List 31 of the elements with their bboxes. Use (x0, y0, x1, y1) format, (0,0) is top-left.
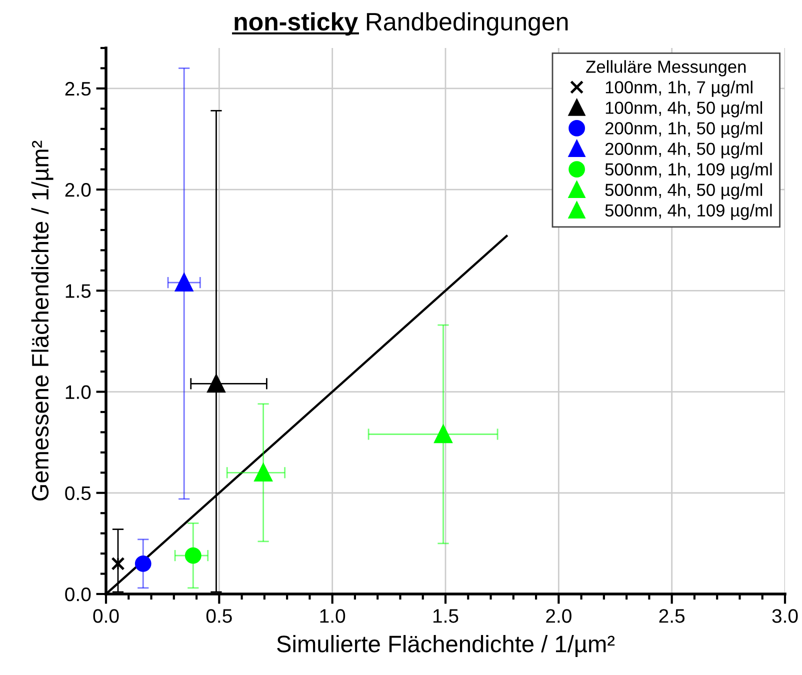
point (111, 556, 125, 570)
y-tick-label: 1.5 (66, 284, 91, 298)
x-tick-label: 1.0 (320, 609, 346, 623)
point (207, 374, 226, 393)
point (434, 425, 452, 444)
legend-label: 100nm, 1h, 7 µg/ml (606, 80, 752, 97)
legend-label: 500nm, 1h, 109 µg/ml (605, 162, 772, 179)
legend-label: 500nm, 4h, 50 µg/ml (605, 183, 762, 200)
x-tick-label: 2.0 (546, 609, 572, 623)
y-tick-label: 0.5 (65, 486, 91, 500)
y-tick-label: 0.0 (65, 587, 91, 602)
legend-label: 500nm, 4h, 109 µg/ml (605, 204, 772, 220)
legend-label: 200nm, 1h, 50 µg/ml (605, 122, 762, 138)
point (175, 274, 193, 292)
legend-label: 200nm, 4h, 50 µg/ml (605, 142, 762, 158)
point (134, 555, 152, 572)
x-tick-label: 2.5 (659, 609, 685, 623)
y-tick-label: 2.5 (65, 82, 91, 96)
legend-title: Zelluläre Messungen (586, 60, 746, 76)
point (254, 464, 272, 482)
y-tick-label: 1.0 (66, 385, 91, 400)
point (184, 547, 202, 564)
x-tick-label: 0.0 (93, 609, 119, 623)
x-tick-label: 1.5 (433, 609, 458, 623)
legend-label: 100nm, 4h, 50 µg/ml (606, 101, 762, 118)
x-tick-label: 3.0 (772, 609, 798, 623)
y-tick-label: 2.0 (65, 183, 91, 197)
x-tick-label: 0.5 (206, 609, 232, 623)
x-axis-title: Simulierte Flächendichte / 1/µm² (277, 635, 615, 658)
chart-title: non-sticky Randbedingungen (234, 12, 568, 36)
y-axis-title: Gemessene Flächendichte / 1/µm² (31, 140, 54, 500)
